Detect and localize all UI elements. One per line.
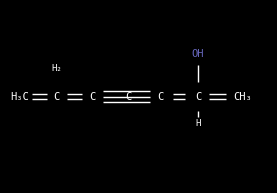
Text: C: C <box>195 91 201 102</box>
Text: H₃C: H₃C <box>10 91 29 102</box>
Text: C: C <box>158 91 164 102</box>
Text: C: C <box>126 91 132 102</box>
Text: H₂: H₂ <box>52 64 62 73</box>
Text: C: C <box>90 91 96 102</box>
Text: H: H <box>195 119 201 128</box>
Text: C: C <box>54 91 60 102</box>
Text: CH₃: CH₃ <box>233 91 252 102</box>
Text: OH: OH <box>192 49 204 59</box>
